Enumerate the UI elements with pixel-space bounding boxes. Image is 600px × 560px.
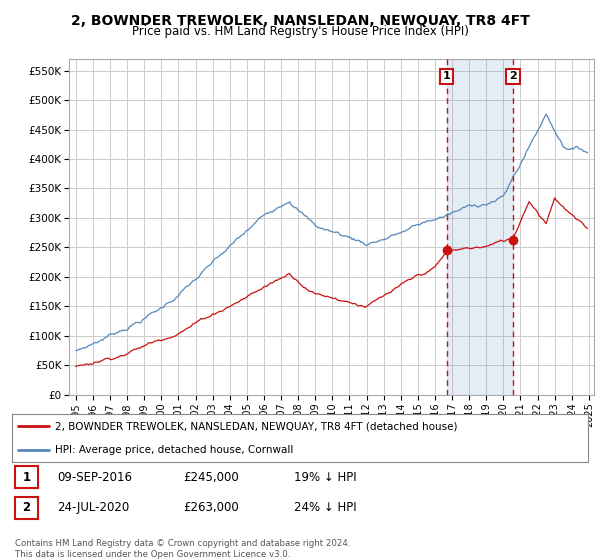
Text: 2: 2 xyxy=(22,501,31,515)
Bar xyxy=(447,59,513,395)
Text: 2, BOWNDER TREWOLEK, NANSLEDAN, NEWQUAY, TR8 4FT (detached house): 2, BOWNDER TREWOLEK, NANSLEDAN, NEWQUAY,… xyxy=(55,421,458,431)
Text: 2: 2 xyxy=(509,72,517,82)
Text: 1: 1 xyxy=(22,470,31,484)
Text: 24% ↓ HPI: 24% ↓ HPI xyxy=(294,501,356,515)
Text: £263,000: £263,000 xyxy=(183,501,239,515)
Text: £245,000: £245,000 xyxy=(183,470,239,484)
Text: Price paid vs. HM Land Registry's House Price Index (HPI): Price paid vs. HM Land Registry's House … xyxy=(131,25,469,38)
Text: HPI: Average price, detached house, Cornwall: HPI: Average price, detached house, Corn… xyxy=(55,445,293,455)
Text: 2, BOWNDER TREWOLEK, NANSLEDAN, NEWQUAY, TR8 4FT: 2, BOWNDER TREWOLEK, NANSLEDAN, NEWQUAY,… xyxy=(71,14,529,28)
Text: Contains HM Land Registry data © Crown copyright and database right 2024.
This d: Contains HM Land Registry data © Crown c… xyxy=(15,539,350,559)
Text: 19% ↓ HPI: 19% ↓ HPI xyxy=(294,470,356,484)
Text: 1: 1 xyxy=(443,72,451,82)
Text: 09-SEP-2016: 09-SEP-2016 xyxy=(57,470,132,484)
Text: 24-JUL-2020: 24-JUL-2020 xyxy=(57,501,129,515)
